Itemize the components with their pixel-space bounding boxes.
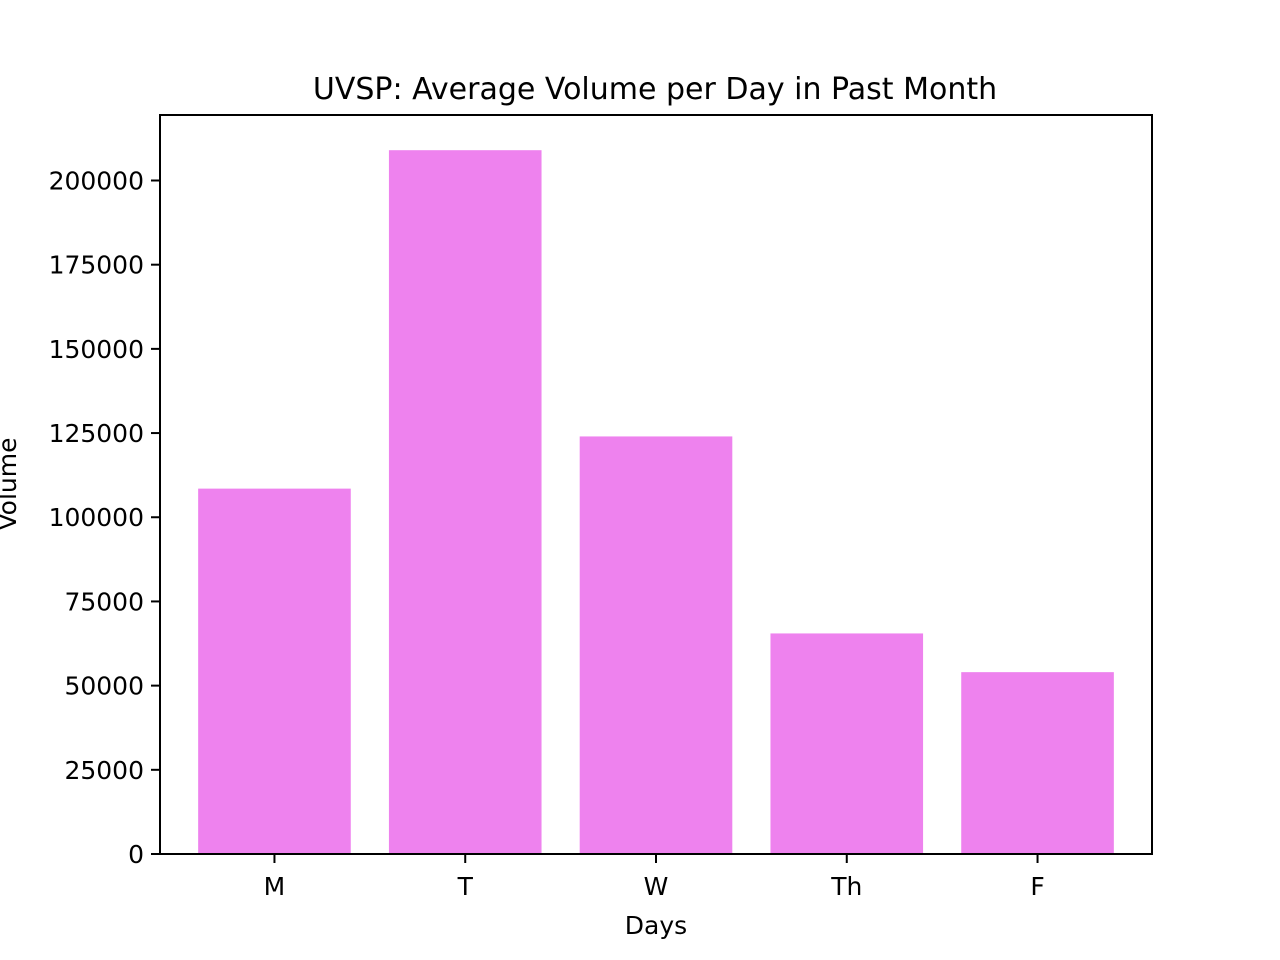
x-axis-ticks: M T W Th F: [264, 854, 1045, 901]
bar-w: [579, 436, 733, 854]
x-tick-label: T: [457, 872, 474, 901]
x-tick-label: F: [1030, 872, 1044, 901]
chart-title: UVSP: Average Volume per Day in Past Mon…: [313, 72, 997, 107]
x-axis-label: Days: [625, 911, 687, 940]
bar-t: [388, 150, 542, 854]
y-tick-label: 200000: [49, 166, 144, 195]
y-tick-label: 0: [128, 840, 144, 869]
plot-frame: [159, 114, 1153, 855]
x-tick-label: M: [264, 872, 286, 901]
bars-layer: [198, 150, 1114, 854]
y-tick-label: 175000: [49, 251, 144, 280]
y-axis-ticks: 0 25000 50000 75000 100000 125000 150000 175000…: [49, 166, 160, 869]
y-tick-label: 125000: [49, 419, 144, 448]
y-tick-label: 100000: [49, 503, 144, 532]
bar-m: [198, 488, 351, 854]
y-tick-label: 50000: [64, 672, 144, 701]
x-tick-label: W: [644, 872, 669, 901]
y-tick-label: 150000: [49, 335, 144, 364]
y-tick-label: 75000: [64, 587, 144, 616]
bar-f: [961, 672, 1114, 854]
bar-th: [770, 633, 924, 854]
x-tick-label: Th: [830, 872, 862, 901]
y-axis-label: Volume: [0, 438, 22, 531]
y-tick-label: 25000: [64, 756, 144, 785]
